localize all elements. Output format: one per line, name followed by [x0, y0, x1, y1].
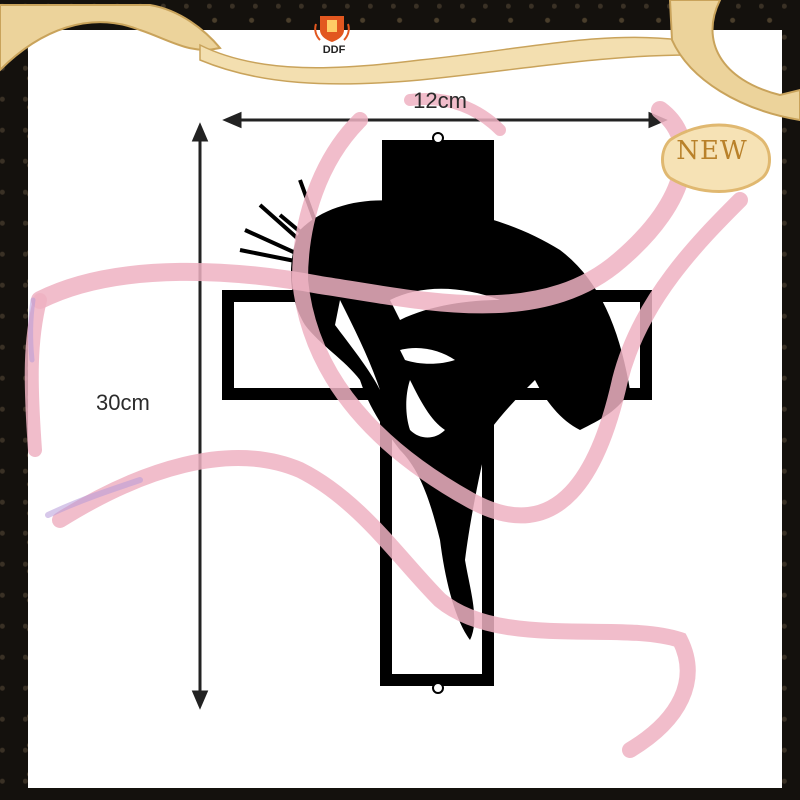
pink-ribbon-shadows: [28, 297, 143, 518]
brand-logo-text: DDF: [322, 44, 346, 56]
pink-ribbons: [24, 93, 748, 758]
logo-crest: [314, 16, 350, 42]
gold-ribbon-left: [0, 4, 222, 72]
gold-ribbon-right: [668, 0, 800, 122]
gold-ribbon-top: [199, 36, 692, 85]
width-dimension-label: 12cm: [413, 88, 467, 113]
height-dimension-label: 30cm: [96, 390, 150, 415]
new-badge-text: NEW: [676, 136, 748, 166]
width-arrow: [222, 111, 668, 129]
new-badge-shape: [661, 123, 771, 193]
height-arrow: [191, 122, 209, 710]
